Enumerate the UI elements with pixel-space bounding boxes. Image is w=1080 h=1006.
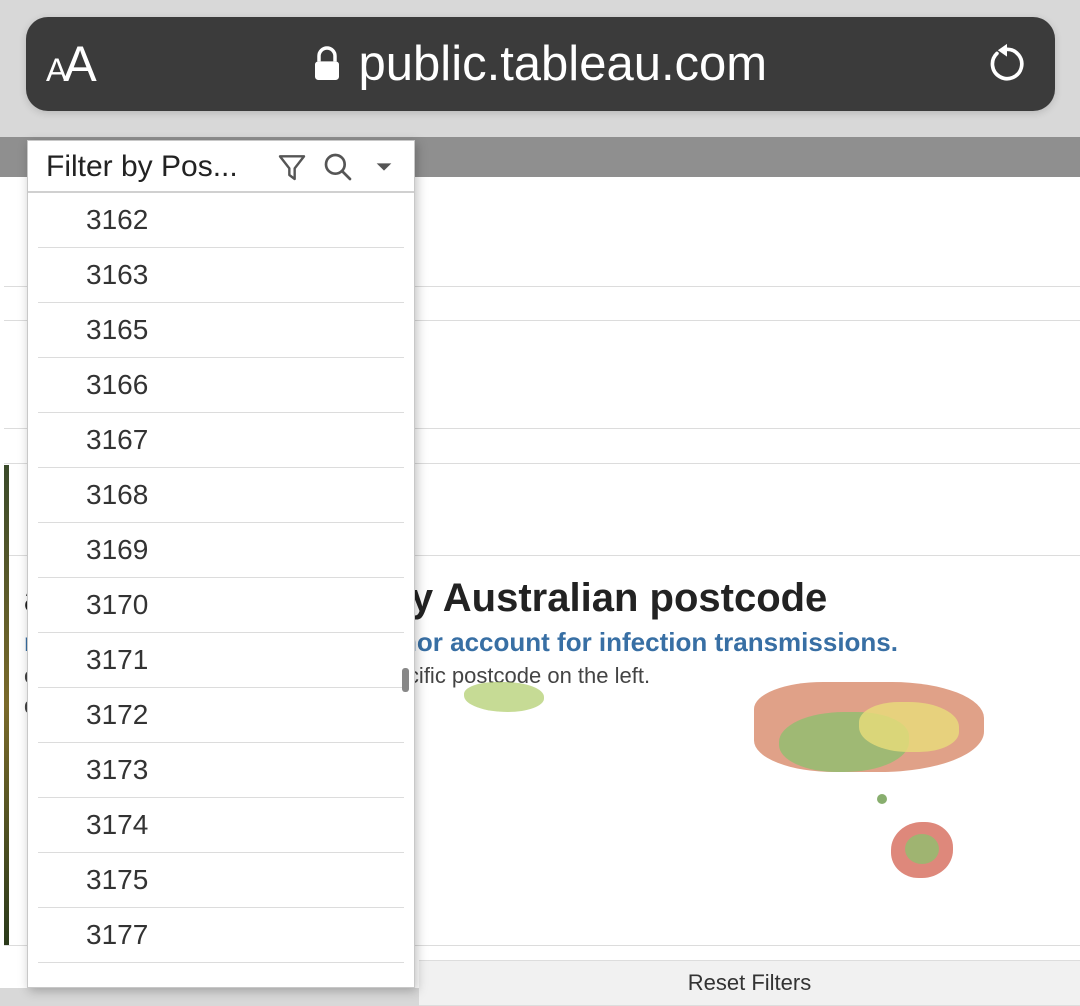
map-region[interactable] — [877, 794, 887, 804]
refresh-icon[interactable] — [985, 40, 1029, 88]
filter-icon[interactable] — [274, 149, 310, 185]
filter-item[interactable]: 3167 — [38, 413, 404, 468]
map-region[interactable] — [905, 834, 939, 864]
map-region[interactable] — [464, 682, 544, 712]
filter-item[interactable]: 3175 — [38, 853, 404, 908]
choropleth-map[interactable] — [419, 682, 1080, 942]
postcode-filter-panel: Filter by Pos... 31623163316531663167316… — [27, 140, 415, 988]
filter-item[interactable]: 3163 — [38, 248, 404, 303]
url-text: public.tableau.com — [359, 36, 768, 92]
filter-item[interactable]: 3173 — [38, 743, 404, 798]
text-size-icon[interactable]: AA — [46, 35, 93, 93]
filter-item[interactable]: 3174 — [38, 798, 404, 853]
filter-item[interactable]: 3172 — [38, 688, 404, 743]
filter-item[interactable]: 3171 — [38, 633, 404, 688]
reset-filters-button[interactable]: Reset Filters — [419, 960, 1080, 1006]
filter-item[interactable]: 3162 — [38, 193, 404, 248]
scrollbar-thumb[interactable] — [402, 668, 409, 692]
filter-item[interactable]: 3165 — [38, 303, 404, 358]
address-center[interactable]: public.tableau.com — [93, 36, 985, 92]
reset-filters-label: Reset Filters — [688, 970, 811, 996]
filter-item[interactable]: 3170 — [38, 578, 404, 633]
map-region[interactable] — [859, 702, 959, 752]
left-edge-strip — [4, 465, 9, 945]
filter-item[interactable]: 3168 — [38, 468, 404, 523]
search-icon[interactable] — [320, 149, 356, 185]
filter-item[interactable]: 3169 — [38, 523, 404, 578]
filter-list[interactable]: 3162316331653166316731683169317031713172… — [28, 193, 414, 987]
chevron-down-icon[interactable] — [366, 149, 402, 185]
filter-item[interactable]: 3166 — [38, 358, 404, 413]
filter-title: Filter by Pos... — [46, 150, 264, 184]
browser-address-bar: AA public.tableau.com — [26, 17, 1055, 111]
filter-item[interactable]: 3177 — [38, 908, 404, 963]
lock-icon — [311, 45, 343, 83]
filter-header: Filter by Pos... — [28, 141, 414, 193]
